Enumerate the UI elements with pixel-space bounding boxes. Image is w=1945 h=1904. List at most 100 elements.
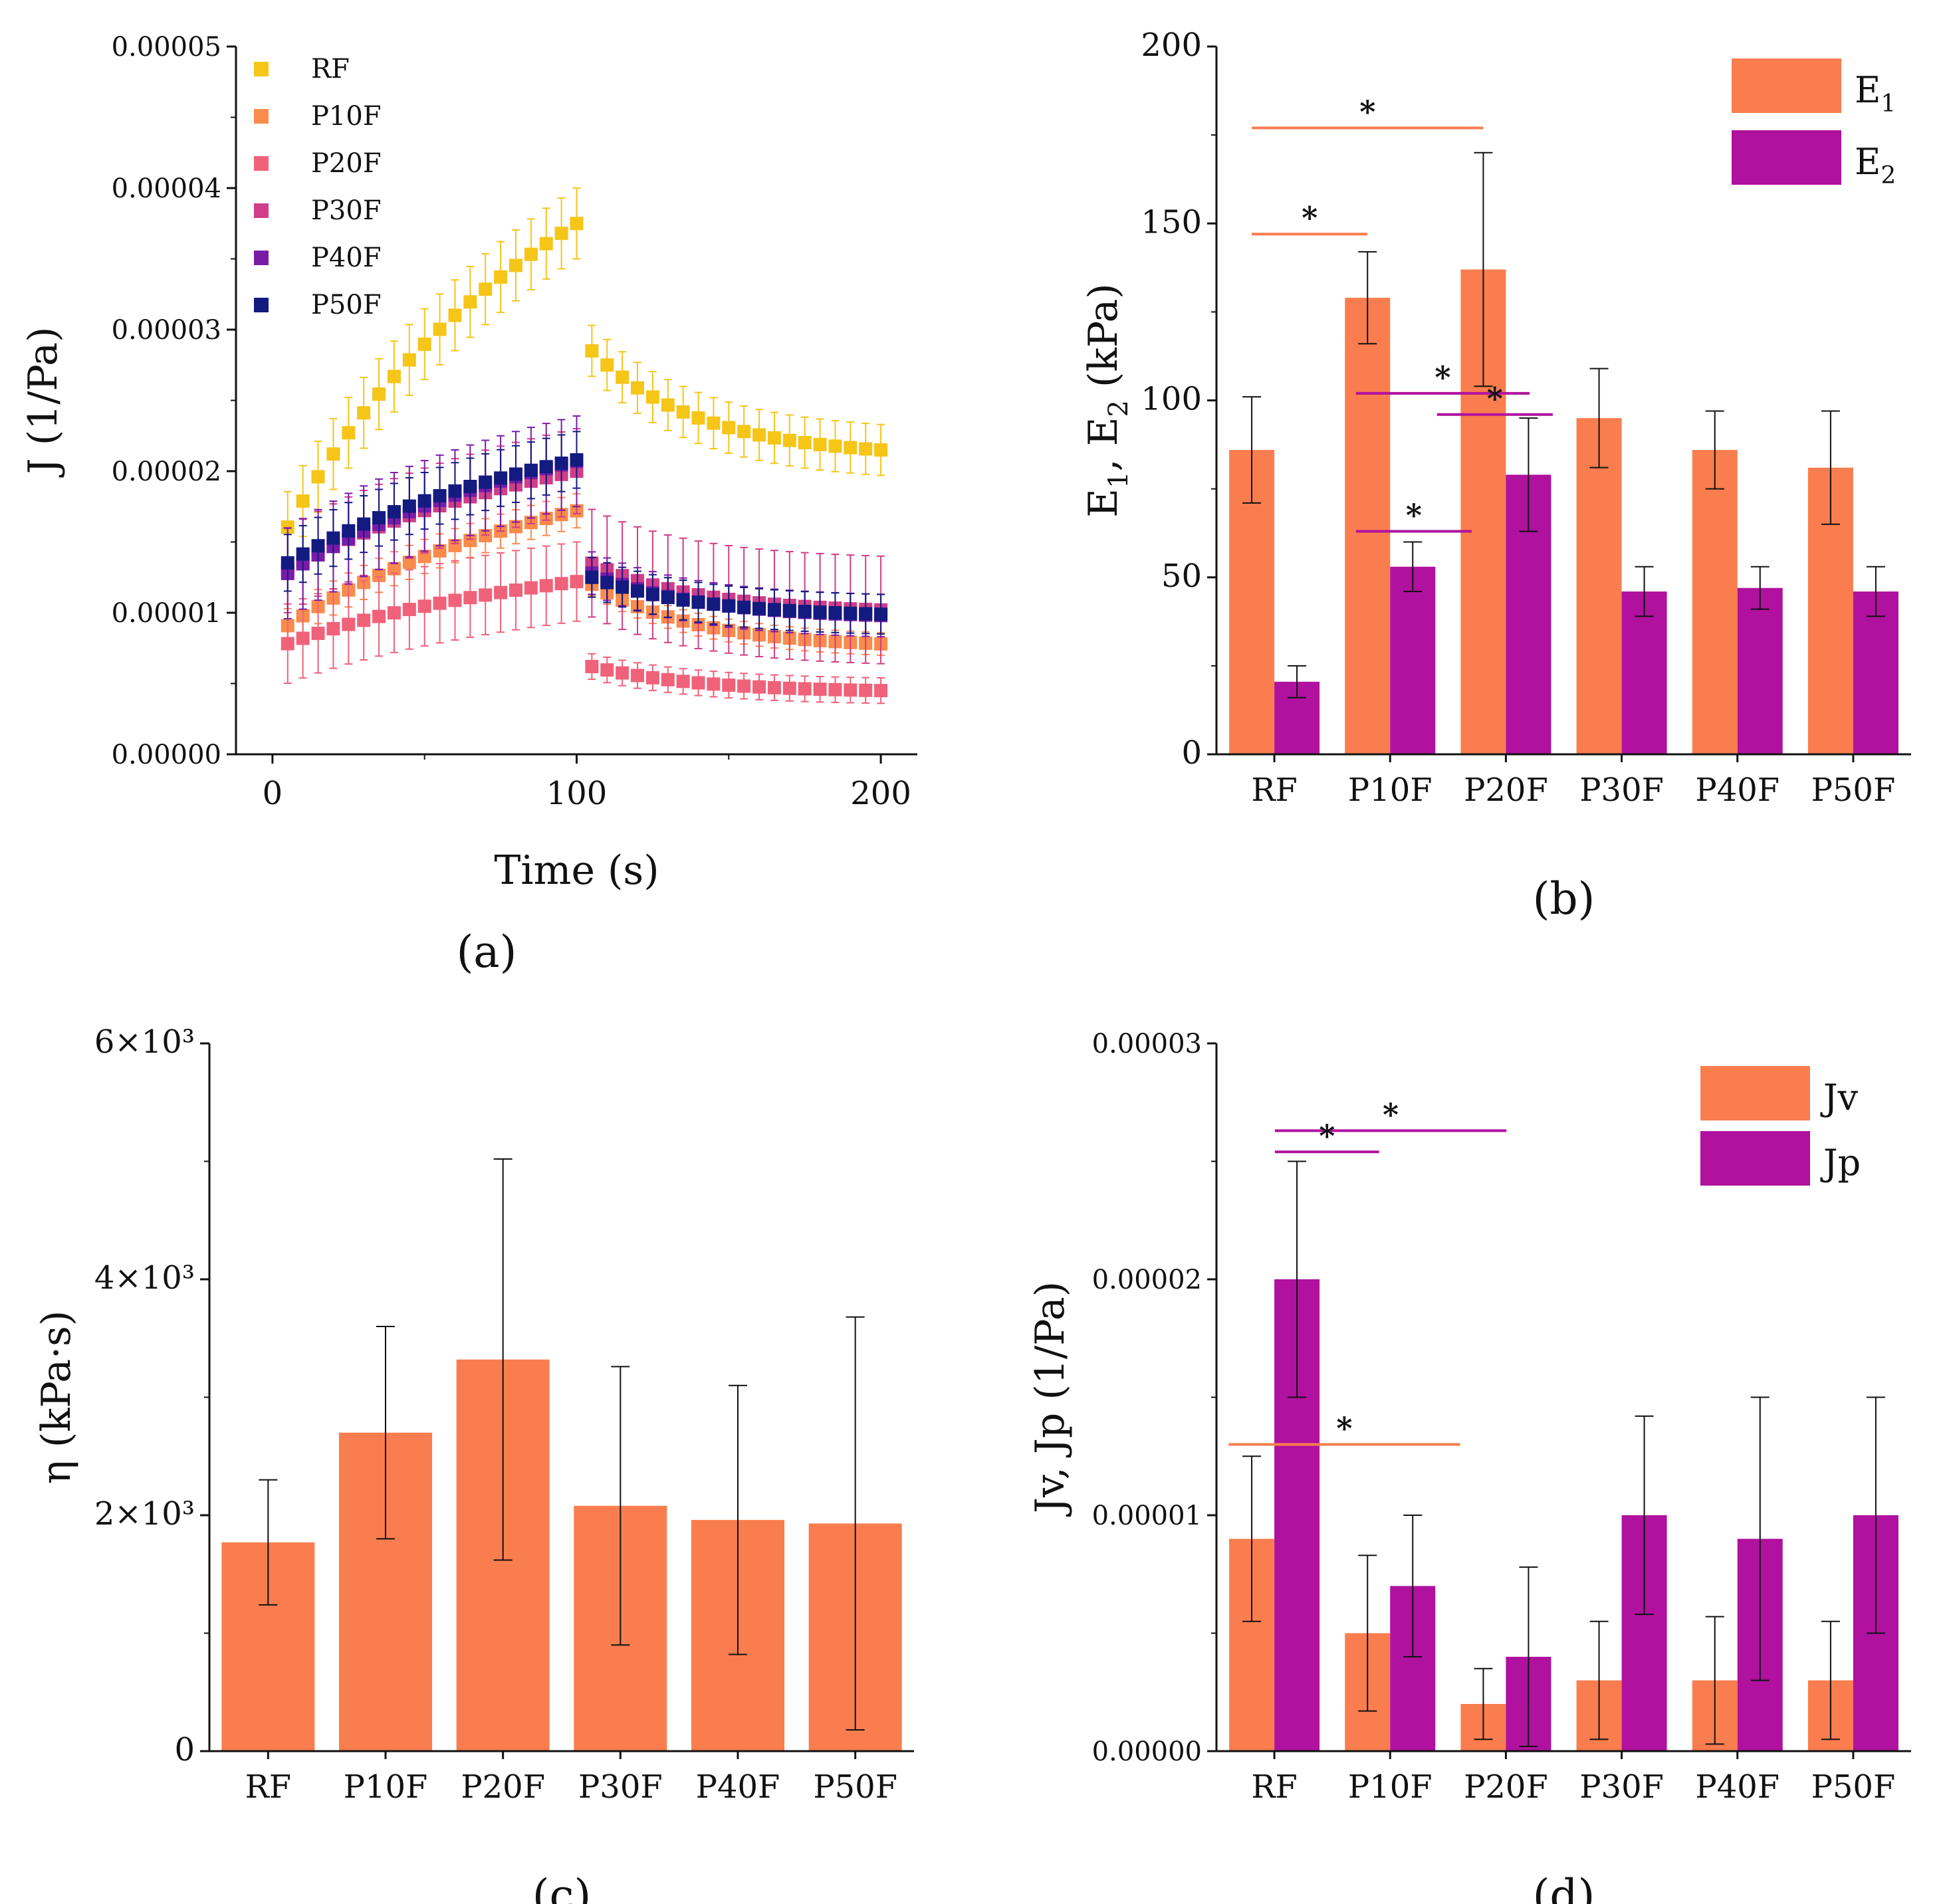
point-RF bbox=[296, 494, 310, 508]
point-P50F bbox=[691, 595, 705, 609]
panel-a-y-tick-label: 0.00003 bbox=[112, 315, 221, 346]
point-P50F bbox=[357, 517, 371, 531]
point-P20F bbox=[828, 683, 842, 696]
point-P20F bbox=[372, 609, 386, 623]
point-P20F bbox=[616, 666, 629, 680]
series-RF bbox=[281, 187, 888, 564]
point-P50F bbox=[844, 606, 858, 620]
point-P50F bbox=[600, 576, 614, 589]
point-P20F bbox=[844, 683, 858, 697]
legend-label-main: Jp bbox=[1820, 1142, 1861, 1184]
panel-b-x-tick-label: RF bbox=[1251, 772, 1297, 809]
legend-label-Jv: Jv bbox=[1820, 1077, 1859, 1118]
panel-c-y-tick-label: 4×10³ bbox=[94, 1259, 195, 1297]
panel-b-x-tick-label: P10F bbox=[1348, 772, 1432, 809]
panel-c-x-tick-label: P40F bbox=[696, 1768, 780, 1806]
panel-c: 0 2×10³ 4×10³ 6×10³ RF P10F P20F P30F P40F P50F (c… bbox=[33, 1023, 914, 1904]
y-axis-title-part: , E bbox=[1080, 417, 1127, 471]
point-P20F bbox=[782, 681, 796, 695]
panel-c-x-tick-label: P10F bbox=[344, 1768, 428, 1806]
point-P50F bbox=[570, 453, 584, 467]
legend-swatch-Jp bbox=[1700, 1131, 1810, 1186]
point-P20F bbox=[691, 676, 705, 690]
point-P50F bbox=[448, 484, 462, 498]
point-P50F bbox=[402, 499, 416, 513]
panel-b-y-tick-label: 0 bbox=[1181, 734, 1202, 772]
point-P20F bbox=[524, 581, 538, 595]
point-RF bbox=[874, 443, 888, 457]
point-P20F bbox=[509, 583, 522, 597]
legend-label-RF: RF bbox=[311, 54, 350, 84]
panel-d-y-tick-label: 0.00000 bbox=[1092, 1737, 1202, 1767]
point-P20F bbox=[707, 677, 721, 691]
point-P50F bbox=[387, 505, 401, 519]
legend-label-P20F: P20F bbox=[311, 148, 382, 179]
panel-a-y-tick-label: 0.00001 bbox=[112, 598, 221, 629]
legend-marker-P30F bbox=[254, 203, 269, 218]
point-P20F bbox=[433, 596, 447, 610]
point-RF bbox=[782, 433, 796, 447]
point-P20F bbox=[600, 663, 614, 677]
point-P50F bbox=[433, 489, 447, 503]
point-P50F bbox=[509, 467, 522, 481]
point-P50F bbox=[326, 531, 340, 545]
legend-marker-RF bbox=[254, 62, 269, 76]
point-RF bbox=[859, 442, 873, 456]
point-P20F bbox=[722, 678, 736, 692]
legend-label-E1: E1 bbox=[1855, 69, 1896, 118]
point-RF bbox=[844, 441, 858, 455]
point-RF bbox=[661, 398, 675, 412]
series-P20F bbox=[281, 541, 888, 704]
panel-b-x-tick-label: P20F bbox=[1464, 772, 1548, 809]
y-axis-title-part: (kPa) bbox=[1080, 283, 1127, 400]
point-P50F bbox=[479, 475, 493, 489]
point-P20F bbox=[676, 675, 690, 688]
point-P10F bbox=[402, 556, 416, 570]
point-P20F bbox=[737, 679, 751, 693]
point-RF bbox=[311, 470, 325, 484]
panel-d: 0.00000 0.00001 0.00002 0.00003 RF P10F P20F P3… bbox=[1027, 1029, 1911, 1904]
point-RF bbox=[342, 426, 356, 440]
point-P50F bbox=[828, 606, 842, 620]
panel-b-x-tick-label: P30F bbox=[1579, 772, 1664, 809]
point-RF bbox=[402, 353, 416, 367]
legend-label-E2: E2 bbox=[1855, 141, 1896, 189]
point-P20F bbox=[859, 683, 873, 697]
panel-c-x-tick-label: P20F bbox=[461, 1768, 545, 1806]
point-P20F bbox=[767, 681, 781, 694]
point-RF bbox=[631, 381, 645, 395]
point-P20F bbox=[311, 627, 325, 641]
series-P30F bbox=[281, 428, 888, 665]
panel-b-significance-star: * bbox=[1434, 360, 1450, 395]
legend-label-sub: 2 bbox=[1881, 162, 1896, 189]
point-P20F bbox=[296, 631, 310, 645]
panel-a-y-axis-title: J (1/Pa) bbox=[20, 327, 66, 478]
point-RF bbox=[813, 437, 827, 451]
point-P20F bbox=[281, 637, 294, 651]
y-axis-title-part: E bbox=[1080, 488, 1127, 518]
point-RF bbox=[707, 416, 721, 430]
legend-swatch-E1 bbox=[1732, 58, 1841, 113]
panel-c-x-tick-label: P50F bbox=[813, 1768, 897, 1806]
bar-E1-P30F bbox=[1576, 418, 1622, 754]
point-P50F bbox=[342, 524, 356, 538]
panel-d-significance-star: * bbox=[1319, 1118, 1335, 1154]
series-P50F bbox=[281, 431, 888, 635]
point-RF bbox=[828, 439, 842, 453]
point-RF bbox=[737, 425, 751, 439]
point-P50F bbox=[737, 600, 751, 614]
panel-c-y-tick-label: 0 bbox=[174, 1731, 195, 1768]
point-P50F bbox=[585, 570, 599, 584]
panel-c-x-tick-label: RF bbox=[245, 1768, 291, 1806]
point-P50F bbox=[463, 479, 477, 493]
legend-label-sub: 1 bbox=[1881, 90, 1896, 118]
panel-label-d: (d) bbox=[1533, 1870, 1595, 1904]
point-P50F bbox=[661, 591, 675, 605]
point-RF bbox=[585, 344, 599, 358]
panel-a-x-tick-label: 100 bbox=[546, 775, 608, 812]
legend-label-main: E bbox=[1855, 69, 1881, 111]
point-RF bbox=[357, 406, 371, 420]
panel-a-legend: RF P10F P20F P30F P40F P50F bbox=[254, 54, 382, 320]
point-P50F bbox=[782, 603, 796, 617]
series-P40F bbox=[281, 415, 888, 638]
